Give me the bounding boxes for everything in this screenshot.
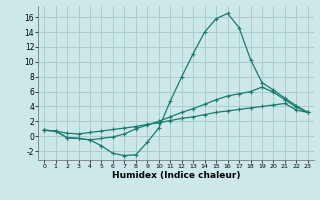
X-axis label: Humidex (Indice chaleur): Humidex (Indice chaleur) <box>112 171 240 180</box>
